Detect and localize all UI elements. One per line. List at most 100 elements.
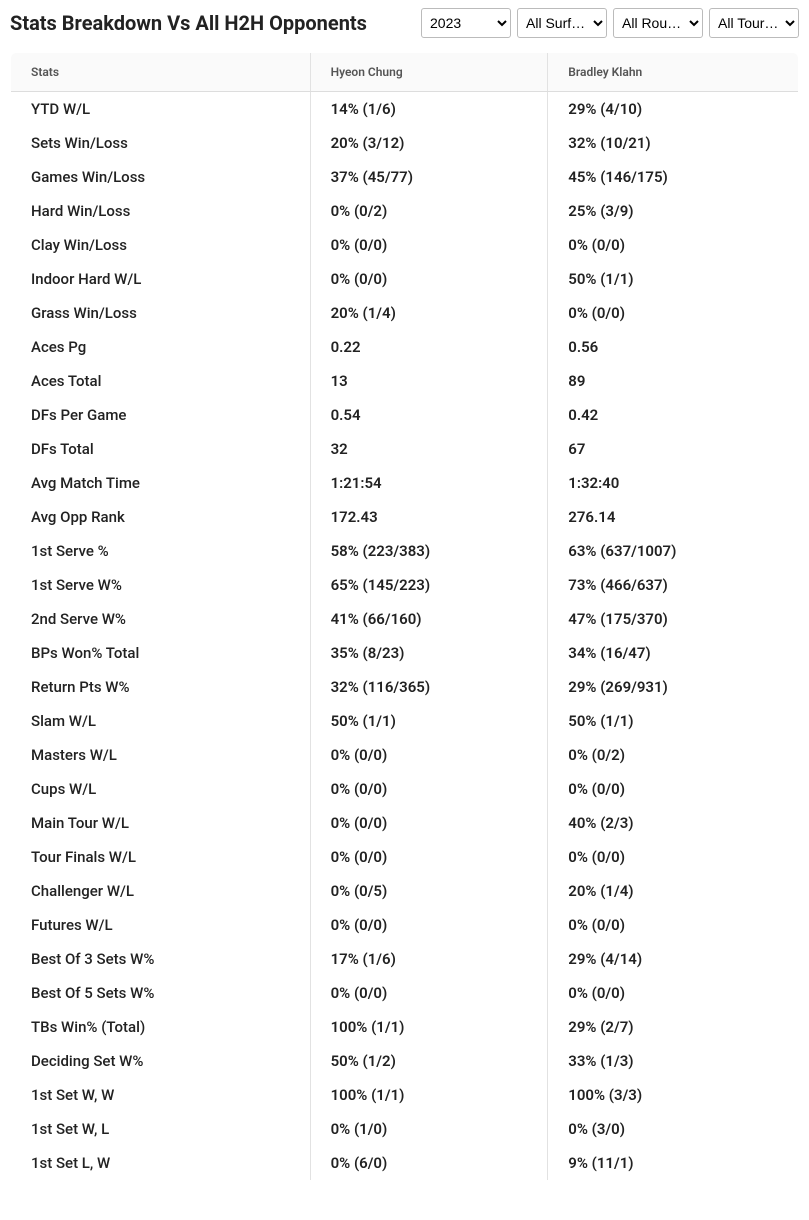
tour-select[interactable]: All Tour… (709, 8, 799, 38)
table-row: Best Of 3 Sets W%17% (1/6)29% (4/14) (11, 942, 799, 976)
player1-value-cell: 1:21:54 (310, 466, 548, 500)
player2-value-cell: 0% (0/0) (548, 840, 799, 874)
player1-value-cell: 0% (0/0) (310, 806, 548, 840)
player1-value-cell: 0% (1/0) (310, 1112, 548, 1146)
stat-name-cell: Best Of 5 Sets W% (11, 976, 311, 1010)
table-row: Games Win/Loss37% (45/77)45% (146/175) (11, 160, 799, 194)
player1-value-cell: 0% (0/0) (310, 772, 548, 806)
player1-value-cell: 58% (223/383) (310, 534, 548, 568)
table-row: Return Pts W%32% (116/365)29% (269/931) (11, 670, 799, 704)
player1-value-cell: 0.54 (310, 398, 548, 432)
stat-name-cell: Best Of 3 Sets W% (11, 942, 311, 976)
stat-name-cell: Grass Win/Loss (11, 296, 311, 330)
stat-name-cell: YTD W/L (11, 92, 311, 127)
player1-value-cell: 20% (1/4) (310, 296, 548, 330)
player2-value-cell: 0% (0/0) (548, 772, 799, 806)
table-row: Hard Win/Loss0% (0/2)25% (3/9) (11, 194, 799, 228)
table-row: BPs Won% Total35% (8/23)34% (16/47) (11, 636, 799, 670)
player2-value-cell: 89 (548, 364, 799, 398)
player2-value-cell: 29% (2/7) (548, 1010, 799, 1044)
stat-name-cell: Games Win/Loss (11, 160, 311, 194)
player2-value-cell: 20% (1/4) (548, 874, 799, 908)
stat-name-cell: Return Pts W% (11, 670, 311, 704)
filter-bar: 2023 All Surf… All Rou… All Tour… (421, 8, 799, 38)
table-row: Sets Win/Loss20% (3/12)32% (10/21) (11, 126, 799, 160)
table-row: Futures W/L0% (0/0)0% (0/0) (11, 908, 799, 942)
player2-value-cell: 0% (3/0) (548, 1112, 799, 1146)
player1-value-cell: 13 (310, 364, 548, 398)
player2-value-cell: 0% (0/2) (548, 738, 799, 772)
player2-value-cell: 32% (10/21) (548, 126, 799, 160)
player2-value-cell: 0% (0/0) (548, 976, 799, 1010)
player2-value-cell: 0% (0/0) (548, 228, 799, 262)
table-row: Tour Finals W/L0% (0/0)0% (0/0) (11, 840, 799, 874)
stat-name-cell: Aces Pg (11, 330, 311, 364)
stats-table: Stats Hyeon Chung Bradley Klahn YTD W/L1… (10, 52, 799, 1181)
table-row: DFs Total3267 (11, 432, 799, 466)
player1-value-cell: 50% (1/1) (310, 704, 548, 738)
player2-value-cell: 50% (1/1) (548, 262, 799, 296)
round-select[interactable]: All Rou… (613, 8, 703, 38)
player1-value-cell: 14% (1/6) (310, 92, 548, 127)
player1-value-cell: 20% (3/12) (310, 126, 548, 160)
table-row: 1st Set W, L0% (1/0)0% (3/0) (11, 1112, 799, 1146)
table-row: Masters W/L0% (0/0)0% (0/2) (11, 738, 799, 772)
player2-value-cell: 47% (175/370) (548, 602, 799, 636)
col-header-player2: Bradley Klahn (548, 53, 799, 92)
stat-name-cell: 1st Serve W% (11, 568, 311, 602)
table-row: Grass Win/Loss20% (1/4)0% (0/0) (11, 296, 799, 330)
player2-value-cell: 0.56 (548, 330, 799, 364)
table-row: Slam W/L50% (1/1)50% (1/1) (11, 704, 799, 738)
player2-value-cell: 45% (146/175) (548, 160, 799, 194)
player1-value-cell: 0% (0/5) (310, 874, 548, 908)
stat-name-cell: Slam W/L (11, 704, 311, 738)
stat-name-cell: 1st Set W, W (11, 1078, 311, 1112)
table-row: Challenger W/L0% (0/5)20% (1/4) (11, 874, 799, 908)
player1-value-cell: 100% (1/1) (310, 1010, 548, 1044)
table-header-row: Stats Hyeon Chung Bradley Klahn (11, 53, 799, 92)
player2-value-cell: 0% (0/0) (548, 908, 799, 942)
stat-name-cell: Sets Win/Loss (11, 126, 311, 160)
stat-name-cell: 1st Set W, L (11, 1112, 311, 1146)
stat-name-cell: Challenger W/L (11, 874, 311, 908)
player1-value-cell: 17% (1/6) (310, 942, 548, 976)
stat-name-cell: DFs Per Game (11, 398, 311, 432)
player2-value-cell: 33% (1/3) (548, 1044, 799, 1078)
surface-select[interactable]: All Surf… (517, 8, 607, 38)
player1-value-cell: 37% (45/77) (310, 160, 548, 194)
table-row: TBs Win% (Total)100% (1/1)29% (2/7) (11, 1010, 799, 1044)
stat-name-cell: Avg Match Time (11, 466, 311, 500)
table-row: Aces Pg0.220.56 (11, 330, 799, 364)
stat-name-cell: Futures W/L (11, 908, 311, 942)
player1-value-cell: 41% (66/160) (310, 602, 548, 636)
table-row: Avg Match Time1:21:541:32:40 (11, 466, 799, 500)
stat-name-cell: Avg Opp Rank (11, 500, 311, 534)
stat-name-cell: DFs Total (11, 432, 311, 466)
table-row: Deciding Set W%50% (1/2)33% (1/3) (11, 1044, 799, 1078)
player1-value-cell: 0% (0/0) (310, 908, 548, 942)
player1-value-cell: 32 (310, 432, 548, 466)
player1-value-cell: 0% (0/0) (310, 738, 548, 772)
player2-value-cell: 40% (2/3) (548, 806, 799, 840)
table-row: Indoor Hard W/L0% (0/0)50% (1/1) (11, 262, 799, 296)
table-row: Avg Opp Rank172.43276.14 (11, 500, 799, 534)
stat-name-cell: BPs Won% Total (11, 636, 311, 670)
player1-value-cell: 0% (0/0) (310, 228, 548, 262)
player2-value-cell: 73% (466/637) (548, 568, 799, 602)
header: Stats Breakdown Vs All H2H Opponents 202… (0, 0, 809, 48)
table-row: 2nd Serve W%41% (66/160)47% (175/370) (11, 602, 799, 636)
year-select[interactable]: 2023 (421, 8, 511, 38)
player1-value-cell: 100% (1/1) (310, 1078, 548, 1112)
page-title: Stats Breakdown Vs All H2H Opponents (10, 11, 367, 35)
player1-value-cell: 0% (0/0) (310, 976, 548, 1010)
stat-name-cell: Deciding Set W% (11, 1044, 311, 1078)
table-row: Aces Total1389 (11, 364, 799, 398)
table-row: Cups W/L0% (0/0)0% (0/0) (11, 772, 799, 806)
stat-name-cell: Tour Finals W/L (11, 840, 311, 874)
table-row: 1st Serve %58% (223/383)63% (637/1007) (11, 534, 799, 568)
player1-value-cell: 32% (116/365) (310, 670, 548, 704)
player2-value-cell: 100% (3/3) (548, 1078, 799, 1112)
table-row: Best Of 5 Sets W%0% (0/0)0% (0/0) (11, 976, 799, 1010)
stat-name-cell: Indoor Hard W/L (11, 262, 311, 296)
stat-name-cell: Hard Win/Loss (11, 194, 311, 228)
